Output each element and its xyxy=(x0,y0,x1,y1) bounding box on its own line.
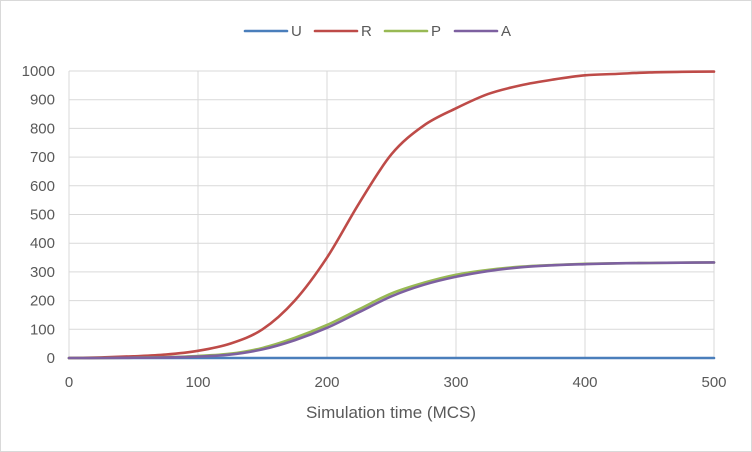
x-tick-label: 300 xyxy=(443,374,468,391)
x-axis-title: Simulation time (MCS) xyxy=(306,403,476,422)
y-tick-label: 300 xyxy=(30,264,55,281)
y-tick-label: 500 xyxy=(30,207,55,224)
series-layer xyxy=(67,70,716,360)
series-line-p xyxy=(67,261,716,360)
x-tick-label: 500 xyxy=(701,374,726,391)
y-tick-label: 900 xyxy=(30,92,55,109)
x-axis-ticks: 0 100 200 300 400 500 xyxy=(65,374,727,391)
y-tick-label: 200 xyxy=(30,293,55,310)
y-tick-label: 0 xyxy=(47,350,55,367)
legend-item-r: R xyxy=(313,23,372,40)
y-tick-label: 400 xyxy=(30,235,55,252)
legend-label: A xyxy=(501,23,511,40)
y-tick-label: 100 xyxy=(30,321,55,338)
x-tick-label: 100 xyxy=(185,374,210,391)
x-tick-label: 200 xyxy=(314,374,339,391)
x-tick-label: 0 xyxy=(65,374,73,391)
y-tick-label: 700 xyxy=(30,149,55,166)
y-tick-label: 1000 xyxy=(22,63,55,80)
gridlines xyxy=(68,70,715,359)
legend-label: U xyxy=(291,23,302,40)
y-tick-label: 800 xyxy=(30,120,55,137)
legend-item-p: P xyxy=(383,23,441,40)
legend-item-a: A xyxy=(453,23,511,40)
legend-label: R xyxy=(361,23,372,40)
series-line-a xyxy=(67,261,716,360)
series-line-r xyxy=(67,70,716,360)
legend-item-u: U xyxy=(243,23,302,40)
legend-label: P xyxy=(431,23,441,40)
y-axis-ticks: 0 100 200 300 400 500 600 700 800 900 1000 xyxy=(22,63,55,367)
y-tick-label: 600 xyxy=(30,178,55,195)
x-tick-label: 400 xyxy=(572,374,597,391)
